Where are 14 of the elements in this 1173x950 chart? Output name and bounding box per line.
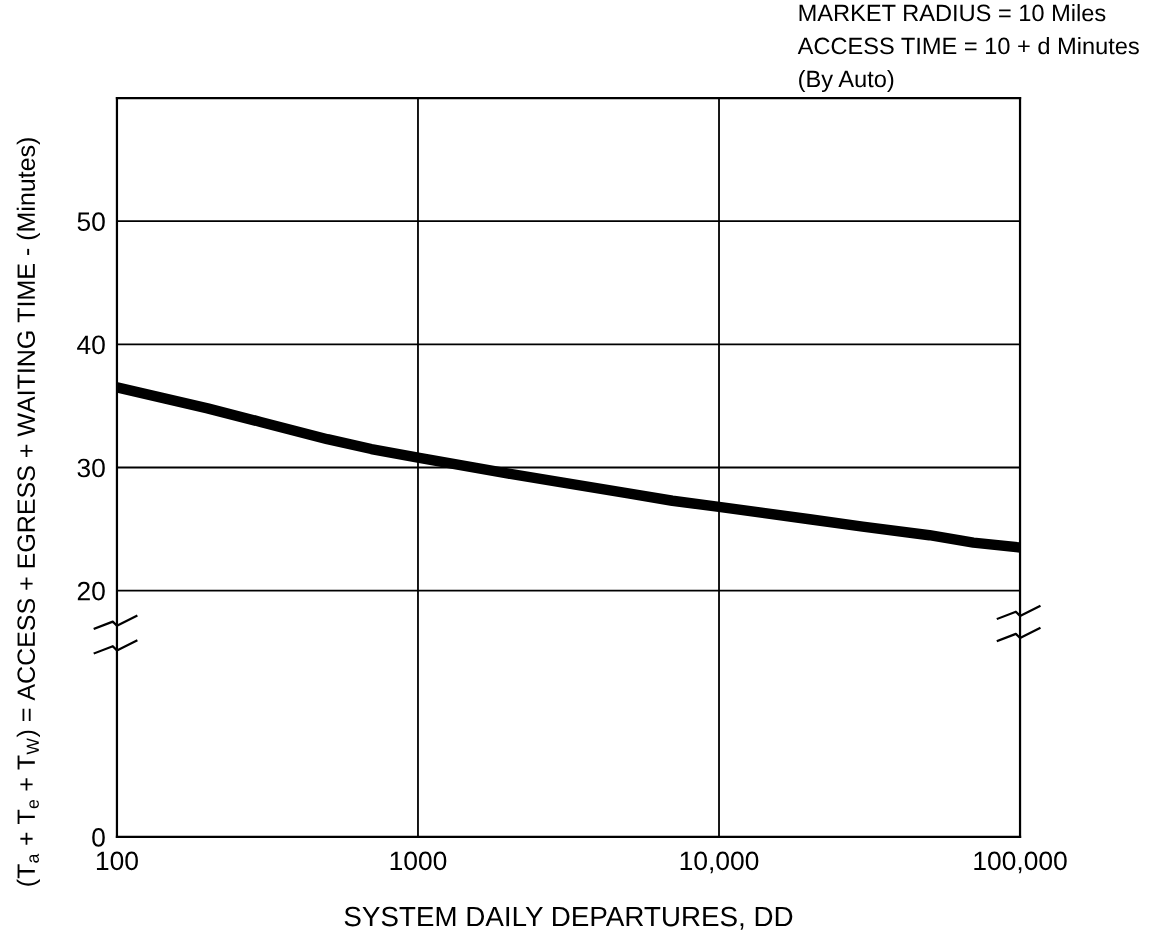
y-tick-label: 20: [77, 581, 105, 601]
text: MARKET RADIUS = 10 Miles: [799, 4, 1106, 22]
y-tick-label: 40: [77, 335, 105, 355]
y-axis-title: (T$_{a}$ + T$_{e}$ + T$_{W}$) = ACCESS + EGRESS + WAITING TIME - (Minutes): [16, 138, 40, 886]
text: (By Auto): [799, 70, 894, 93]
text: ACCESS TIME = 10 + d Minutes: [797, 37, 1139, 55]
y-tick-label: 50: [77, 212, 105, 232]
x-tick-label: 100: [96, 851, 138, 871]
y-tick-label: 0: [92, 828, 105, 847]
y-tick-label: 30: [77, 458, 105, 478]
x-axis-title: SYSTEM DAILY DEPARTURES, DD: [344, 906, 793, 930]
x-tick-label: 10,000: [680, 851, 759, 874]
x-tick-label: 100,000: [974, 851, 1067, 874]
x-tick-label: 1000: [390, 851, 447, 871]
